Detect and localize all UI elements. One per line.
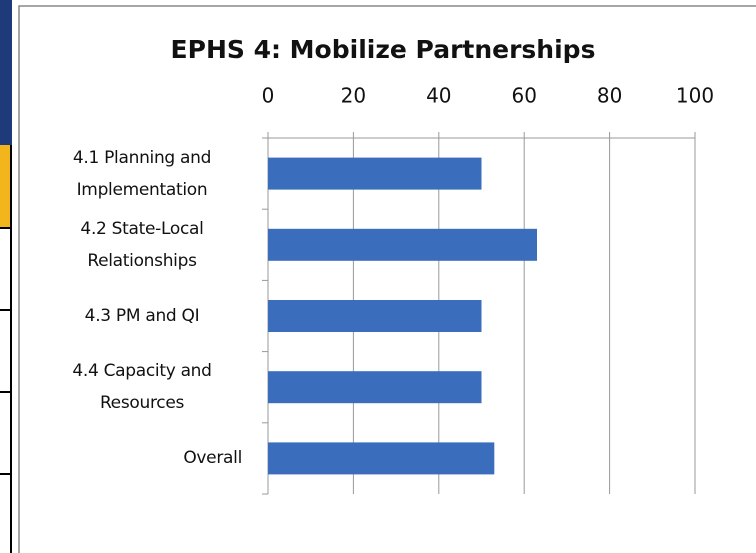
y-tick-label: 4.4 Capacity and Resources [72,361,212,414]
side-strip-blue [0,0,12,145]
x-tick-label: 80 [597,84,622,108]
bar [268,371,482,404]
bar [268,157,482,190]
bar [268,442,495,475]
y-tick-label: Overall [183,448,242,469]
x-tick-label: 20 [341,84,366,108]
y-tick-label: 4.2 State-Local Relationships [80,218,204,271]
y-tick-label: 4.1 Planning and Implementation [72,147,212,200]
bar [268,228,538,261]
x-tick-label: 40 [426,84,451,108]
x-tick-label: 100 [676,84,714,108]
y-tick-label: 4.3 PM and QI [84,306,200,326]
chart-title: EPHS 4: Mobilize Partnerships [171,35,596,64]
x-tick-label: 60 [511,84,536,108]
bar [268,300,482,332]
side-strip-yellow [0,145,12,228]
x-tick-label: 0 [262,84,275,108]
